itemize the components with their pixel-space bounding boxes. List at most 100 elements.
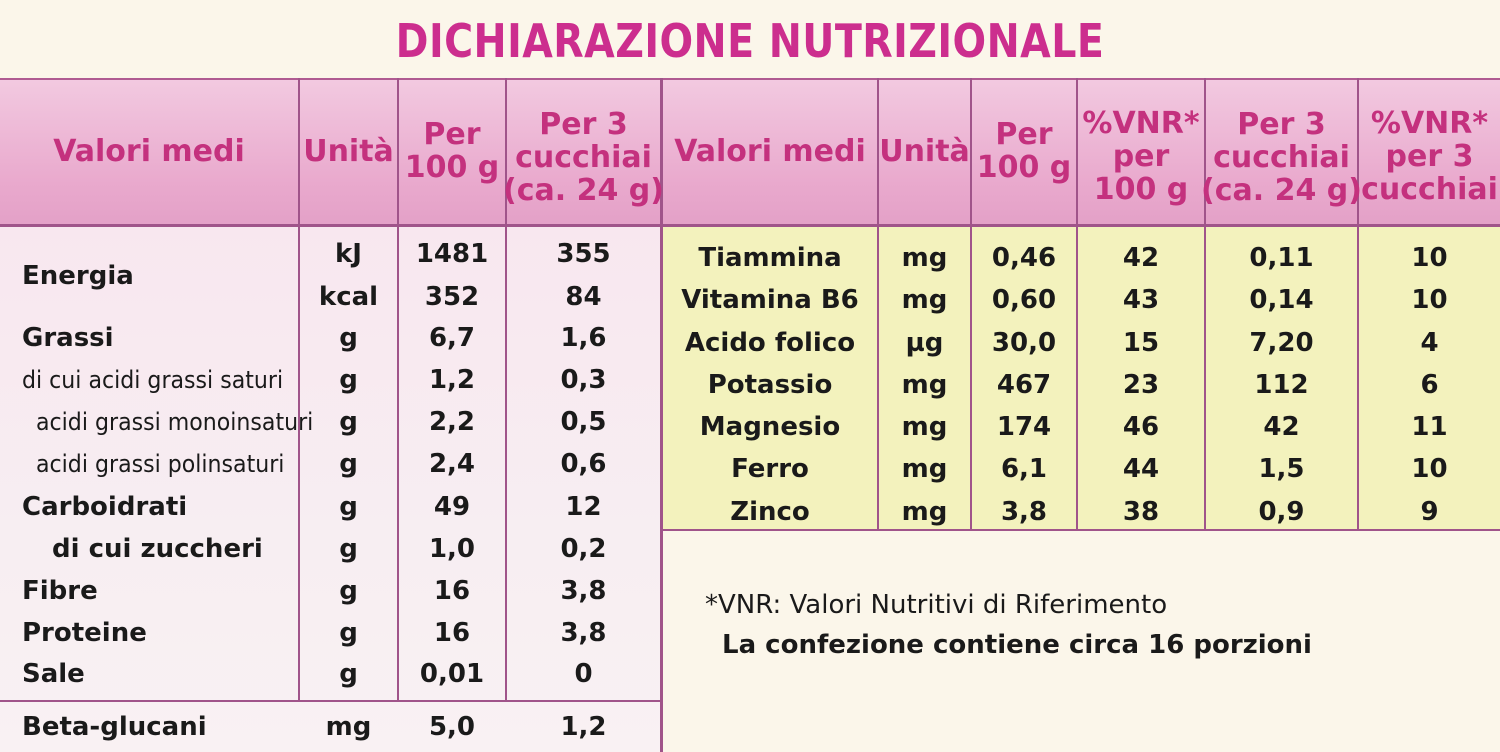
right-row-per100: 467 xyxy=(996,370,1052,400)
right-row-name: Tiammina xyxy=(698,243,842,273)
right-row-vnr3: 9 xyxy=(1420,497,1439,527)
vnr-footnote: *VNR: Valori Nutritivi di Riferimento xyxy=(705,590,1168,620)
left-row-per100: 2,4 xyxy=(428,449,476,479)
right-row-vnr3: 11 xyxy=(1411,412,1448,442)
col-rule-4 xyxy=(660,78,663,752)
right-row-vnr100: 42 xyxy=(1122,243,1160,273)
right-row-vnr3: 4 xyxy=(1420,328,1439,358)
left-row-per100: 16 xyxy=(433,576,471,606)
right-row-unit: mg xyxy=(901,412,948,442)
left-row-per3: 0,2 xyxy=(560,534,607,564)
left-row-unit: g xyxy=(339,492,358,522)
left-row-per3: 0,6 xyxy=(560,449,607,479)
left-row-unit: g xyxy=(339,618,358,648)
header-rule xyxy=(0,224,1500,227)
left-row-unit: g xyxy=(339,576,358,606)
right-row-unit: µg xyxy=(905,328,944,358)
right-row-unit: mg xyxy=(901,497,948,527)
col-rule-2 xyxy=(397,78,399,702)
left-row-label: acidi grassi polinsaturi xyxy=(36,450,285,478)
col-rule-6 xyxy=(970,78,972,531)
right-header-unita: Unità xyxy=(879,133,970,169)
left-row-per100: 352 xyxy=(424,282,480,312)
right-row-vnr3: 10 xyxy=(1411,243,1448,273)
right-table-bottom-rule xyxy=(662,529,1500,531)
right-row-per100: 3,8 xyxy=(1000,497,1048,527)
right-row-per100: 0,46 xyxy=(991,243,1057,273)
left-row-label: di cui acidi grassi saturi xyxy=(22,366,284,394)
right-row-name: Vitamina B6 xyxy=(681,285,859,315)
right-row-vnr100: 23 xyxy=(1122,370,1160,400)
right-row-per100: 174 xyxy=(996,412,1052,442)
right-row-per100: 6,1 xyxy=(1000,454,1048,484)
left-row-per3: 12 xyxy=(565,492,602,522)
right-row-per3: 112 xyxy=(1254,370,1309,400)
right-row-per3: 1,5 xyxy=(1258,454,1305,484)
left-header-per100: Per 100 g xyxy=(404,117,500,185)
col-rule-9 xyxy=(1357,78,1359,531)
left-row-unit: g xyxy=(339,407,358,437)
left-row-label: acidi grassi monoinsaturi xyxy=(36,408,314,436)
right-row-per100: 30,0 xyxy=(991,328,1057,358)
right-row-vnr100: 46 xyxy=(1122,412,1160,442)
right-table-band xyxy=(662,226,1500,531)
page-title: DICHIARAZIONE NUTRIZIONALE xyxy=(395,14,1105,68)
left-row-unit: kJ xyxy=(335,239,362,269)
right-row-vnr100: 38 xyxy=(1122,497,1160,527)
left-row-unit: g xyxy=(339,449,358,479)
left-row-per100: 49 xyxy=(433,492,471,522)
servings-note: La confezione contiene circa 16 porzioni xyxy=(722,630,1312,660)
left-header-valori: Valori medi xyxy=(53,133,245,169)
left-table-band xyxy=(0,226,662,752)
right-row-per100: 0,60 xyxy=(991,285,1057,315)
right-row-per3: 0,9 xyxy=(1258,497,1305,527)
right-row-name: Potassio xyxy=(707,370,833,400)
left-row-unit: g xyxy=(339,365,358,395)
left-row-unit: g xyxy=(339,323,358,353)
header-band xyxy=(0,78,1500,228)
right-row-unit: mg xyxy=(901,370,948,400)
left-row-per3: 1,6 xyxy=(560,323,607,353)
right-row-per3: 0,14 xyxy=(1249,285,1314,315)
left-row-label: Proteine xyxy=(22,618,147,648)
left-row-per3: 3,8 xyxy=(560,618,607,648)
left-row-unit: g xyxy=(339,534,358,564)
right-header-per100: Per 100 g xyxy=(976,117,1072,185)
right-row-name: Zinco xyxy=(730,497,810,527)
right-row-vnr100: 44 xyxy=(1122,454,1160,484)
right-row-per3: 7,20 xyxy=(1249,328,1314,358)
left-row-unit: kcal xyxy=(318,282,379,312)
left-row-per100: 16 xyxy=(433,618,471,648)
left-row-per100: 6,7 xyxy=(428,323,476,353)
left-row-per3: 1,2 xyxy=(560,712,607,742)
col-rule-7 xyxy=(1076,78,1078,531)
right-header-vnr3: %VNR* per 3 cucchiai xyxy=(1361,105,1498,207)
left-row-label: Fibre xyxy=(22,576,98,606)
right-row-per3: 42 xyxy=(1263,412,1300,442)
left-row-per100: 0,01 xyxy=(419,659,485,689)
right-row-unit: mg xyxy=(901,243,948,273)
right-row-vnr100: 43 xyxy=(1122,285,1160,315)
right-row-name: Ferro xyxy=(731,454,809,484)
left-row-per100: 1,0 xyxy=(428,534,476,564)
left-row-per3: 3,8 xyxy=(560,576,607,606)
col-rule-5 xyxy=(877,78,879,531)
right-row-vnr3: 10 xyxy=(1411,454,1448,484)
left-row-label: Carboidrati xyxy=(22,492,188,522)
right-row-vnr3: 6 xyxy=(1420,370,1439,400)
right-row-name: Acido folico xyxy=(684,328,856,358)
col-rule-8 xyxy=(1204,78,1206,531)
left-row-unit: g xyxy=(339,659,358,689)
col-rule-1 xyxy=(298,78,300,702)
right-row-vnr100: 15 xyxy=(1122,328,1160,358)
left-row-per3: 0,3 xyxy=(560,365,607,395)
left-row-per3: 355 xyxy=(556,239,611,269)
left-table-separator-rule xyxy=(0,700,662,702)
right-row-name: Magnesio xyxy=(699,412,841,442)
left-row-unit: mg xyxy=(325,712,372,742)
left-row-per3: 0,5 xyxy=(560,407,607,437)
left-row-per100: 2,2 xyxy=(428,407,476,437)
left-row-label: Beta-glucani xyxy=(22,712,207,742)
left-row-per3: 0 xyxy=(574,659,593,689)
right-header-valori: Valori medi xyxy=(674,133,866,169)
